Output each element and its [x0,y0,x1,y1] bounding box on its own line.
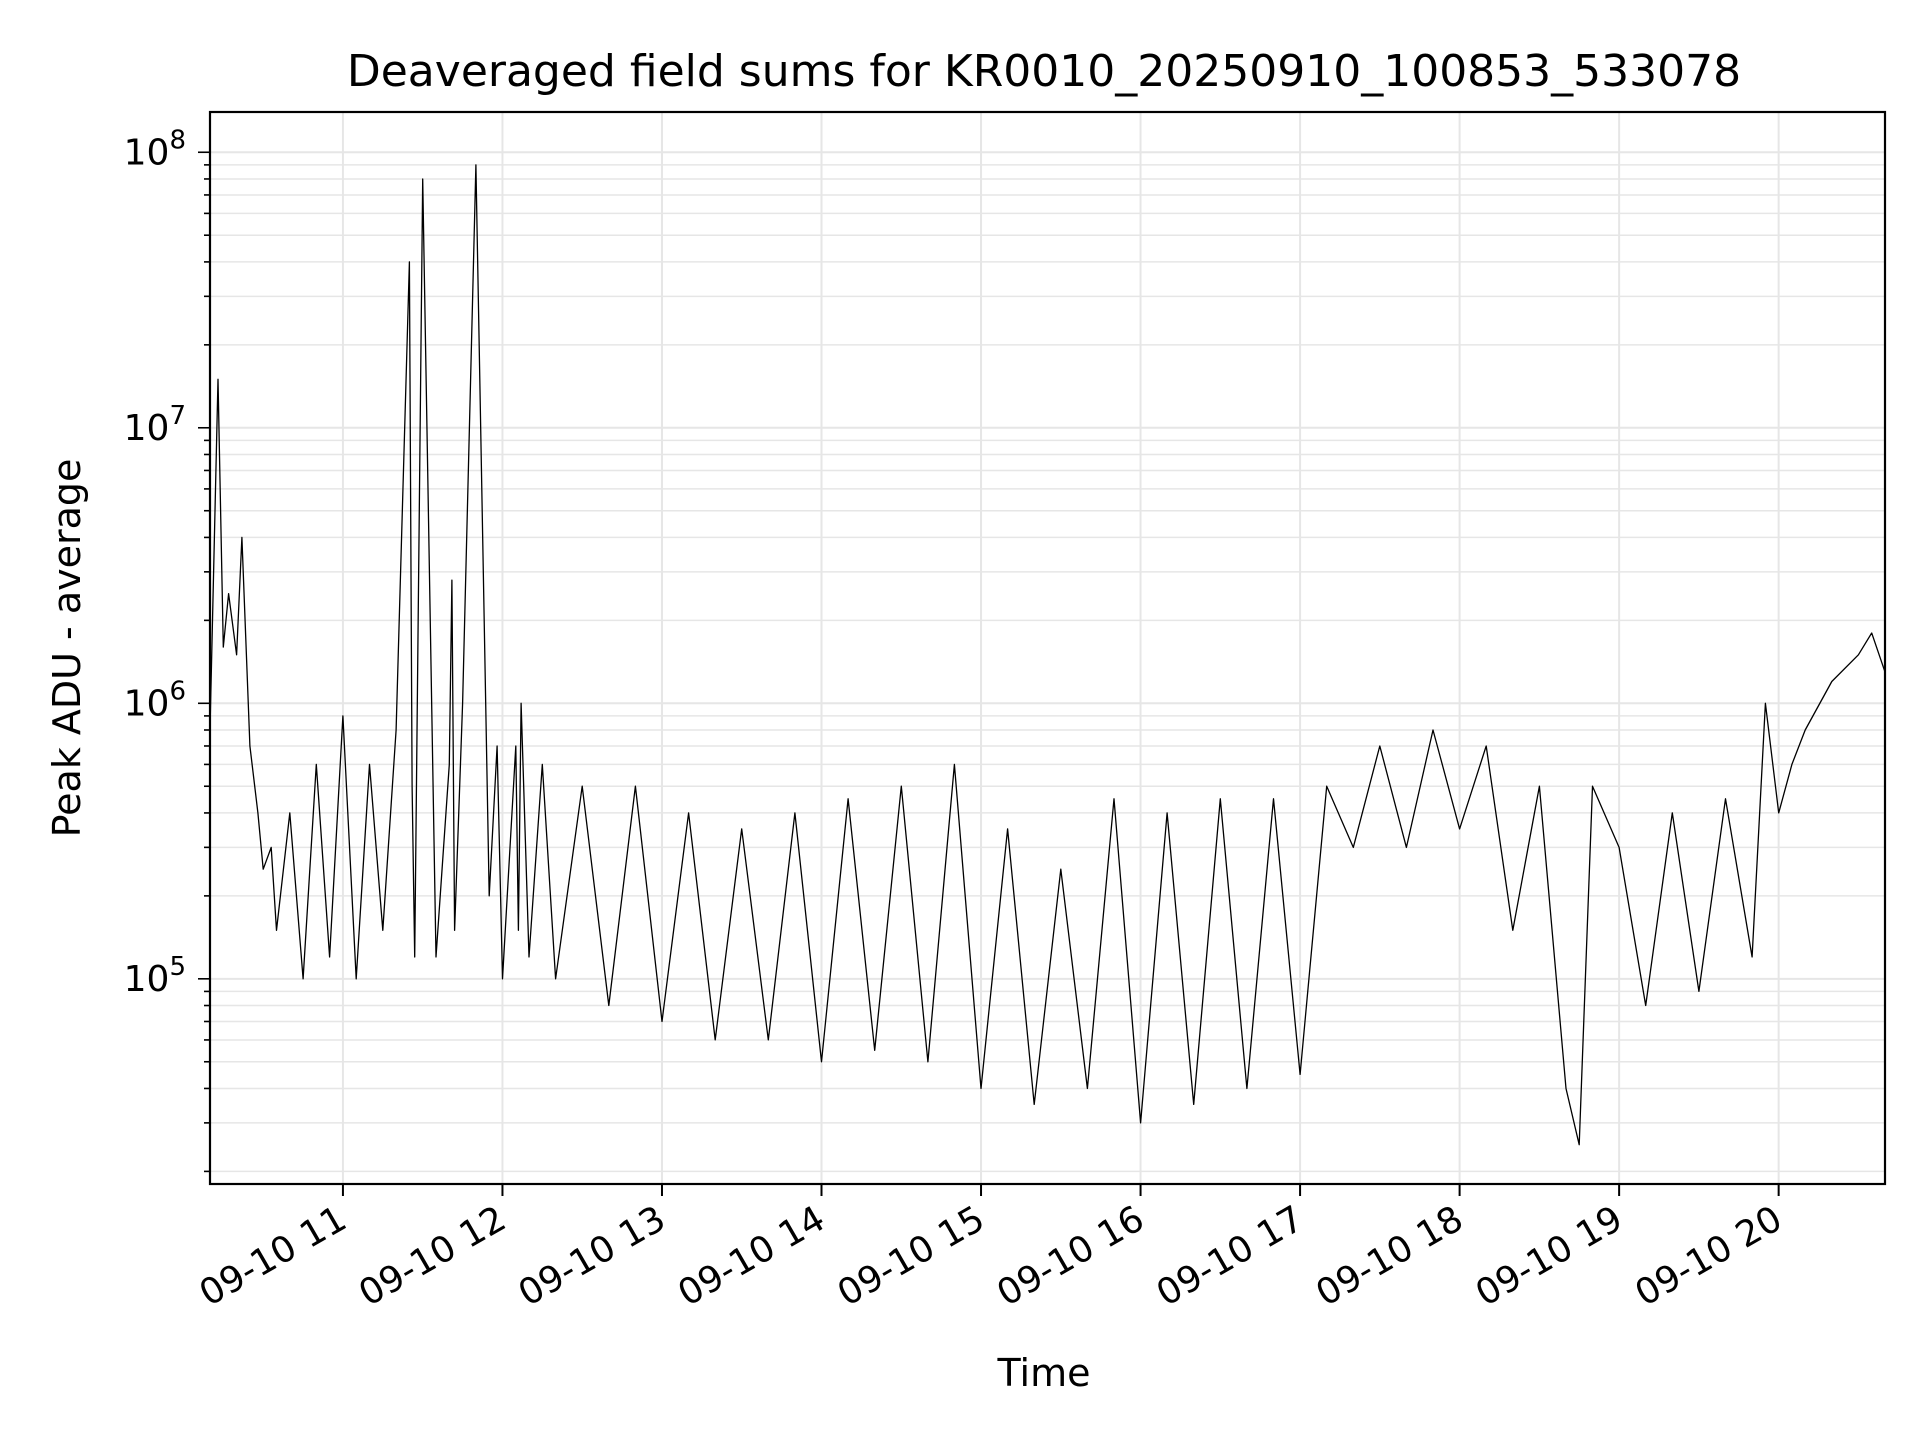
x-tick-label: 09-10 20 [1628,1198,1789,1314]
y-axis-label: Peak ADU - average [45,459,89,838]
x-tick-label: 09-10 18 [1309,1198,1470,1314]
y-tick-label: 108 [124,125,186,173]
chart-title: Deaveraged field sums for KR0010_2025091… [347,46,1741,97]
x-axis-label: Time [997,1351,1091,1395]
x-tick-label: 09-10 15 [831,1198,992,1314]
x-tick-label: 09-10 17 [1150,1198,1311,1314]
y-tick-label: 106 [124,676,186,724]
y-axis: 105 106 107 108 [124,125,210,1173]
series-line [209,164,1886,1146]
grid [210,112,1885,1184]
y-tick-label: 107 [124,401,186,449]
x-tick-label: 09-10 19 [1469,1198,1630,1314]
x-tick-label: 09-10 11 [193,1198,354,1314]
plot-area [209,164,1886,1146]
x-tick-label: 09-10 12 [352,1198,513,1314]
x-tick-label: 09-10 16 [990,1198,1151,1314]
x-tick-label: 09-10 13 [512,1198,673,1314]
x-tick-label: 09-10 14 [671,1198,832,1314]
y-tick-label: 105 [124,952,186,1000]
plot-frame [208,110,1887,1186]
